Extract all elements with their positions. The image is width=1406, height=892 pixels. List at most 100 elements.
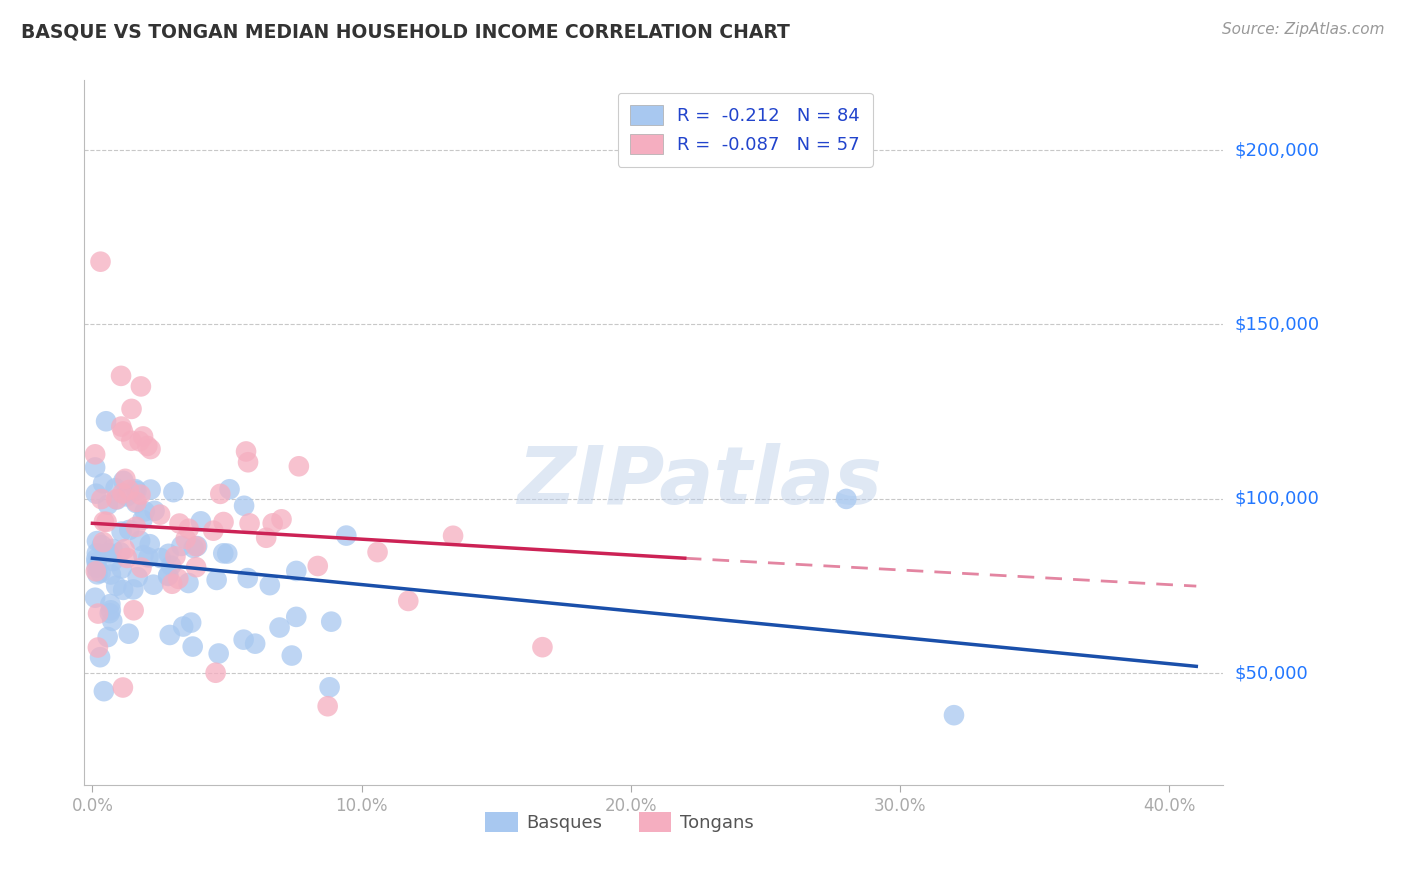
Point [91, 535, 114, 549]
Point [262, 516, 284, 531]
Point [100, 567, 122, 582]
Point [142, 577, 165, 591]
Text: $50,000: $50,000 [1234, 665, 1308, 682]
Point [180, 615, 202, 630]
Point [285, 564, 308, 578]
Point [181, 640, 204, 654]
Point [281, 648, 304, 663]
Point [170, 539, 193, 553]
Point [321, 615, 343, 629]
Point [167, 572, 190, 586]
Point [157, 569, 180, 583]
Point [129, 379, 152, 393]
Point [318, 680, 340, 694]
Point [254, 531, 277, 545]
Point [110, 419, 132, 434]
Point [138, 550, 160, 565]
Point [531, 640, 554, 655]
Point [122, 603, 145, 617]
Point [84, 591, 107, 605]
Point [118, 523, 141, 537]
Point [177, 522, 200, 536]
Text: $100,000: $100,000 [1234, 490, 1319, 508]
Point [149, 508, 172, 522]
Point [160, 576, 183, 591]
Point [125, 483, 148, 498]
Point [93, 515, 115, 529]
Point [174, 532, 197, 546]
Point [101, 554, 124, 568]
Point [86, 555, 108, 569]
Point [131, 513, 153, 527]
Point [165, 549, 187, 564]
Point [111, 425, 134, 439]
Point [101, 541, 124, 556]
Point [124, 482, 146, 496]
Point [108, 545, 131, 559]
Point [90, 491, 112, 506]
Point [86, 546, 108, 560]
Point [90, 538, 112, 552]
Point [132, 429, 155, 443]
Point [87, 607, 110, 621]
Point [190, 514, 212, 528]
Point [186, 539, 208, 553]
Point [125, 520, 148, 534]
Point [101, 614, 124, 628]
Point [97, 498, 120, 512]
Point [235, 444, 257, 458]
Point [132, 548, 155, 562]
Point [86, 560, 108, 574]
Point [169, 516, 191, 531]
Point [943, 708, 966, 723]
Point [84, 552, 107, 566]
Text: $150,000: $150,000 [1234, 316, 1319, 334]
Point [112, 582, 135, 597]
Point [89, 254, 111, 268]
Point [105, 492, 128, 507]
Point [139, 442, 162, 456]
Point [115, 550, 138, 565]
Point [160, 558, 183, 573]
Point [212, 515, 235, 529]
Point [218, 482, 240, 496]
Point [335, 528, 357, 542]
Point [94, 414, 117, 428]
Point [159, 628, 181, 642]
Point [288, 459, 311, 474]
Point [143, 504, 166, 518]
Text: $200,000: $200,000 [1234, 141, 1319, 159]
Point [131, 560, 153, 574]
Point [111, 486, 134, 500]
Point [209, 487, 232, 501]
Point [86, 534, 108, 549]
Point [100, 603, 122, 617]
Point [90, 566, 112, 580]
Point [96, 515, 118, 529]
Point [239, 516, 262, 531]
Point [136, 439, 159, 453]
Point [202, 524, 225, 538]
Point [84, 486, 107, 500]
Point [139, 537, 162, 551]
Point [87, 640, 110, 655]
Point [93, 684, 115, 698]
Point [118, 483, 141, 497]
Point [97, 630, 120, 644]
Text: Source: ZipAtlas.com: Source: ZipAtlas.com [1222, 22, 1385, 37]
Point [110, 524, 132, 539]
Point [177, 576, 200, 591]
Point [114, 542, 136, 557]
Point [269, 621, 291, 635]
Point [111, 561, 134, 575]
Point [129, 533, 152, 548]
Point [232, 632, 254, 647]
Point [157, 547, 180, 561]
Point [139, 483, 162, 497]
Point [367, 545, 389, 559]
Point [233, 499, 256, 513]
Point [128, 434, 150, 449]
Point [184, 560, 207, 574]
Point [110, 368, 132, 383]
Point [208, 647, 231, 661]
